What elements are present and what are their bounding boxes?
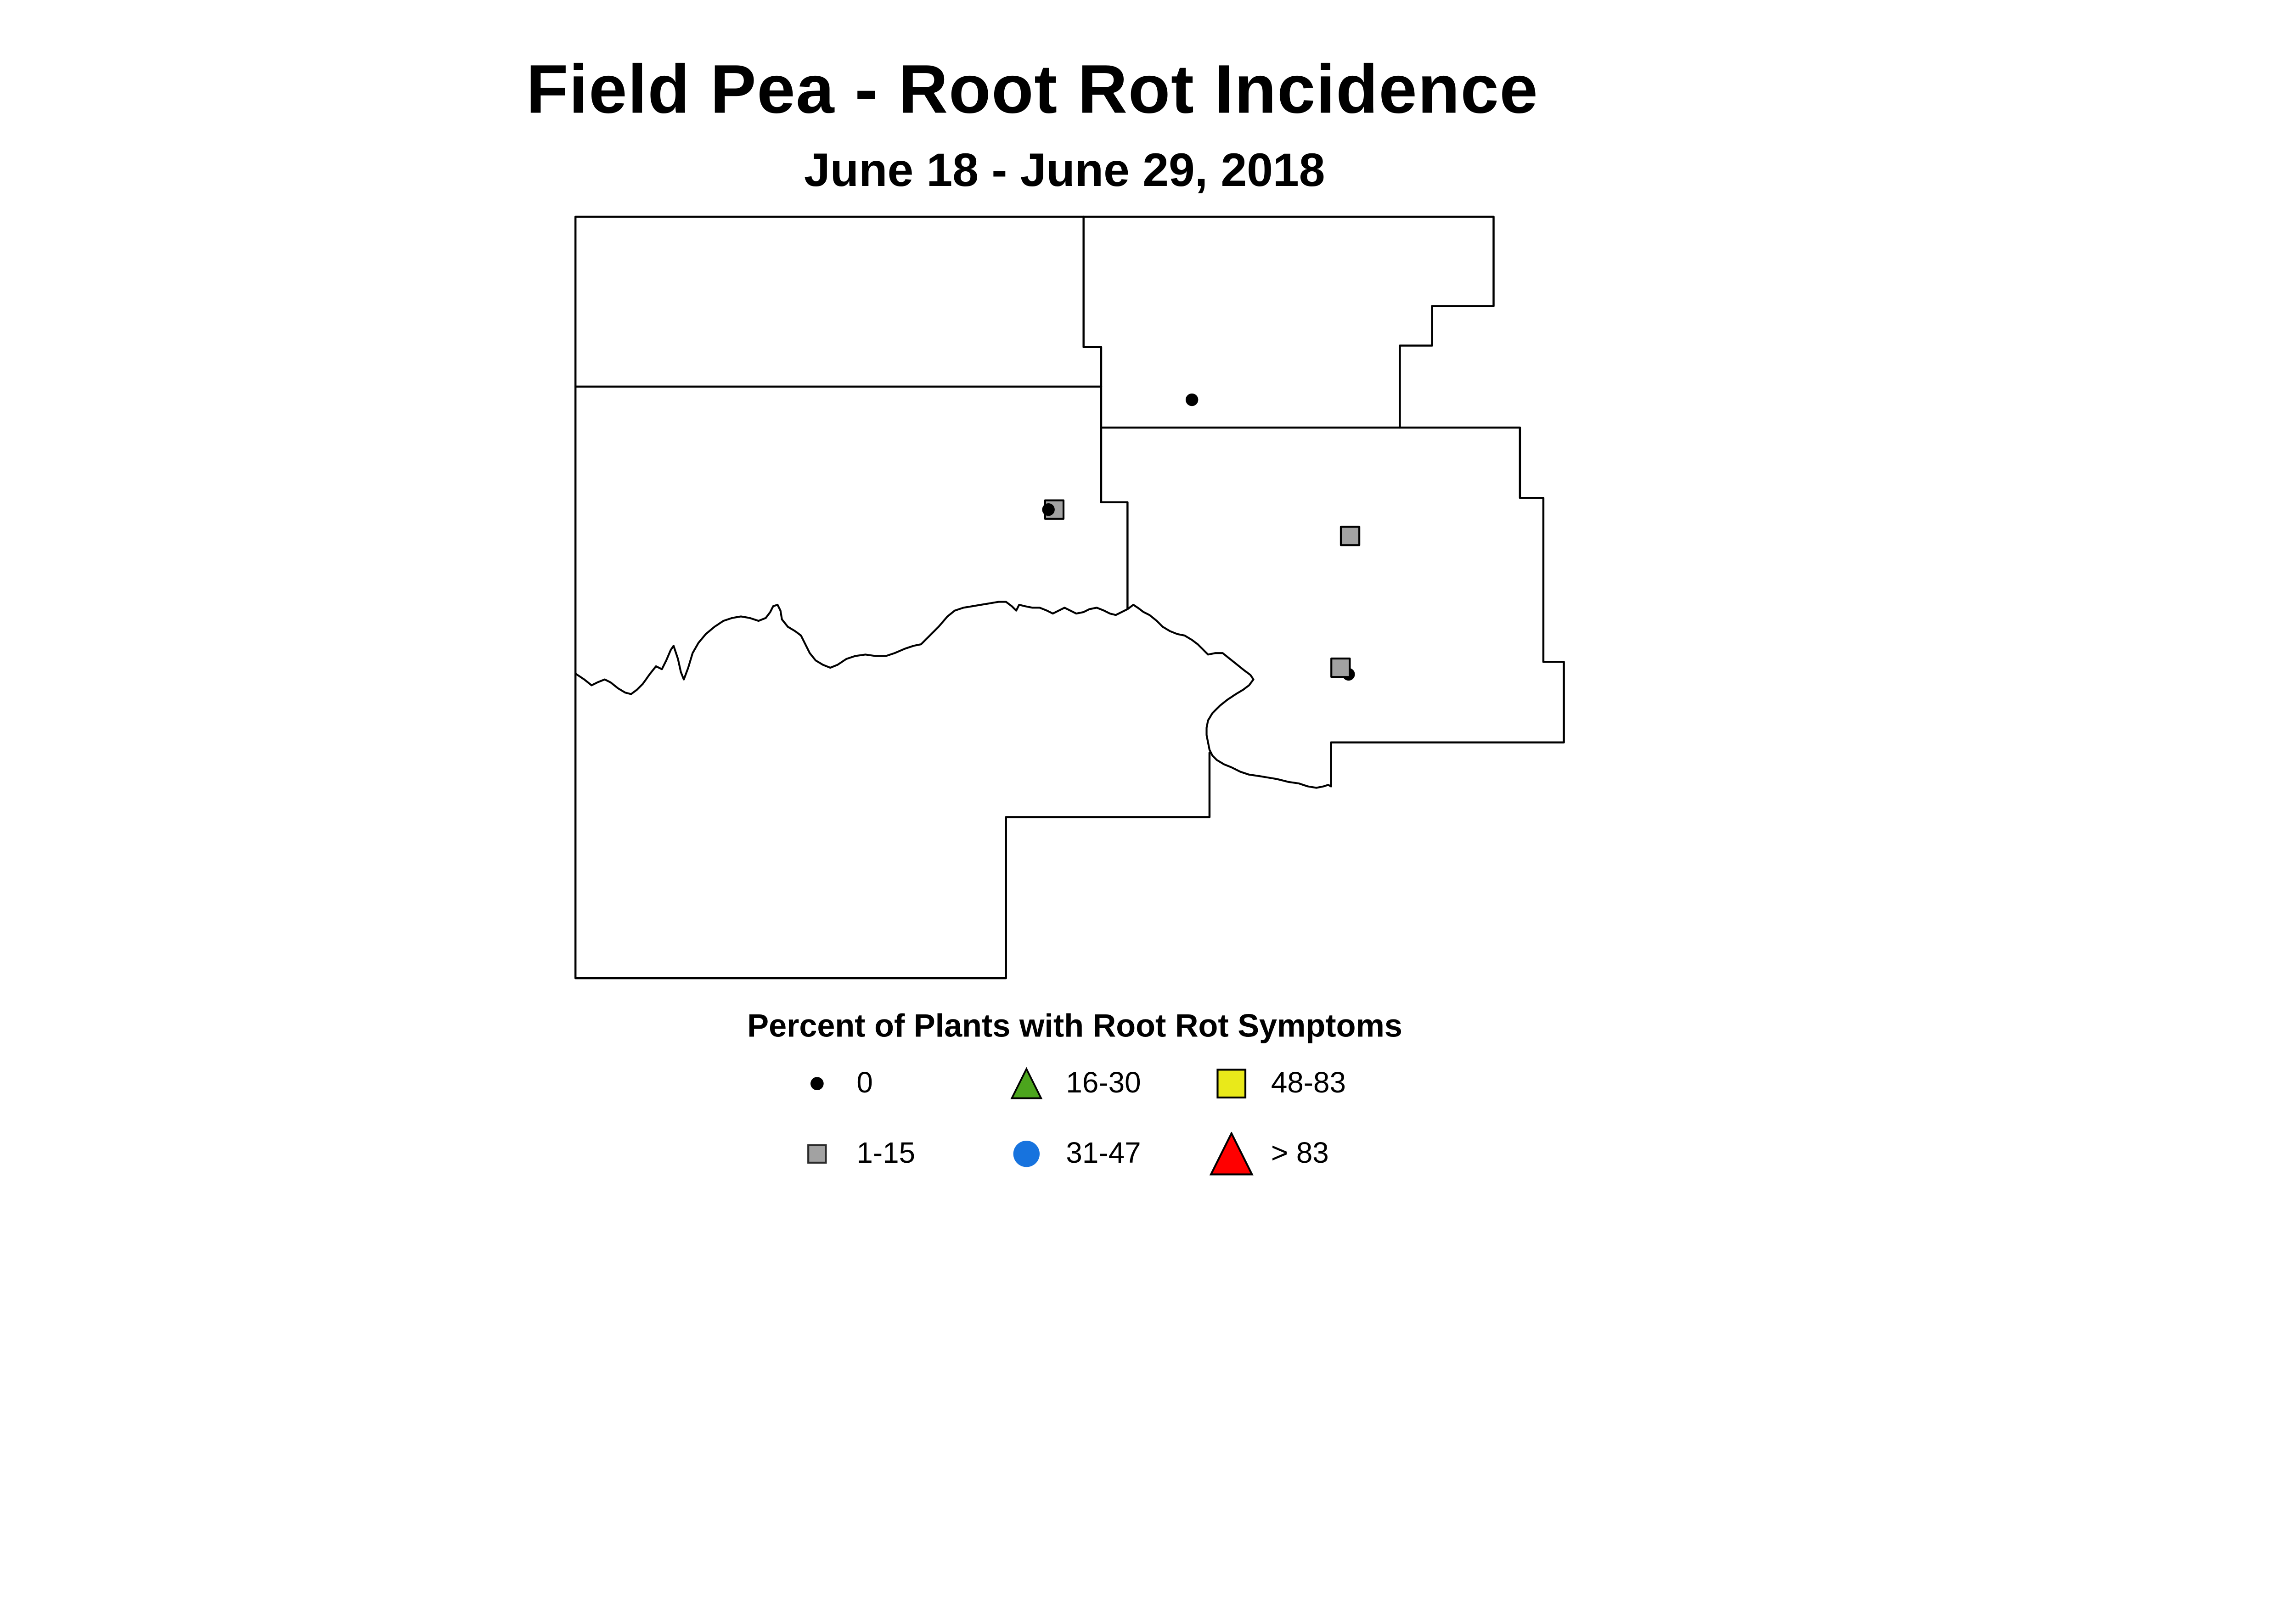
gray-square-icon bbox=[792, 1132, 842, 1176]
figure-canvas: Field Pea - Root Rot Incidence June 18 -… bbox=[526, 50, 1565, 1176]
map-marker-square-1-15 bbox=[1339, 525, 1361, 546]
river-line bbox=[574, 601, 1332, 789]
legend-item-gt-83: > 83 bbox=[1207, 1132, 1329, 1176]
map-marker-square-1-15 bbox=[1330, 657, 1351, 678]
legend-item-48-83: 48-83 bbox=[1207, 1062, 1346, 1106]
legend-title: Percent of Plants with Root Rot Symptoms bbox=[747, 1007, 1402, 1044]
yellow-square-icon bbox=[1207, 1062, 1256, 1106]
map-outer-boundary bbox=[574, 215, 1565, 980]
page-subtitle: June 18 - June 29, 2018 bbox=[804, 143, 1325, 197]
legend-label-gt-83: > 83 bbox=[1271, 1137, 1329, 1170]
map-points-layer bbox=[1042, 393, 1361, 681]
county-line-vertical-west bbox=[1082, 215, 1129, 610]
legend-item-1-15: 1-15 bbox=[792, 1132, 915, 1176]
legend-label-48-83: 48-83 bbox=[1271, 1067, 1346, 1099]
red-triangle-icon bbox=[1207, 1132, 1256, 1176]
legend-label-1-15: 1-15 bbox=[856, 1137, 916, 1170]
black-dot-icon bbox=[792, 1062, 842, 1106]
green-triangle-icon bbox=[1002, 1062, 1051, 1106]
legend-item-0: 0 bbox=[792, 1062, 873, 1106]
legend-label-16-30: 16-30 bbox=[1066, 1067, 1141, 1099]
legend-label-31-47: 31-47 bbox=[1066, 1137, 1141, 1170]
legend-item-31-47: 31-47 bbox=[1002, 1132, 1141, 1176]
legend-label-0: 0 bbox=[856, 1067, 873, 1099]
county-map bbox=[574, 215, 1565, 980]
map-marker-dot-0 bbox=[1185, 393, 1199, 406]
map-marker-dot-0 bbox=[1042, 503, 1055, 516]
blue-circle-icon bbox=[1002, 1132, 1051, 1176]
page-title: Field Pea - Root Rot Incidence bbox=[526, 50, 1539, 128]
legend-item-16-30: 16-30 bbox=[1002, 1062, 1141, 1106]
